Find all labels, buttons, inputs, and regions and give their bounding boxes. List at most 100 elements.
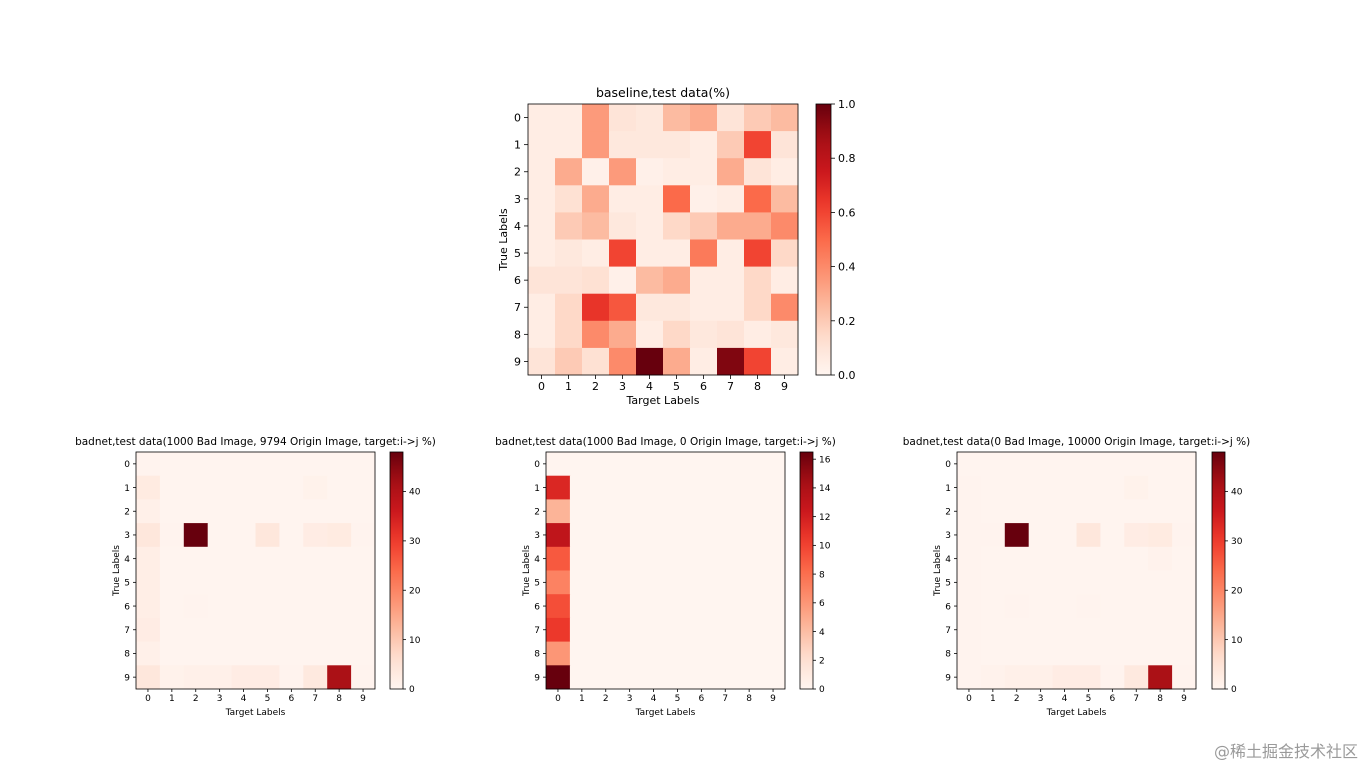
heatmap-cell bbox=[1028, 499, 1053, 524]
heatmap-cell bbox=[327, 665, 352, 690]
heatmap-cell bbox=[136, 523, 161, 548]
heatmap-cell bbox=[665, 523, 690, 548]
heatmap-cell bbox=[663, 266, 691, 295]
heatmap-cell bbox=[665, 570, 690, 595]
heatmap-cell bbox=[713, 594, 738, 619]
heatmap-cell bbox=[1028, 546, 1053, 571]
heatmap-cell bbox=[1004, 546, 1030, 571]
chart-title: baseline,test data(%) bbox=[596, 85, 730, 100]
heatmap-cell bbox=[528, 131, 556, 159]
colorbar bbox=[389, 451, 404, 690]
heatmap-cell bbox=[1076, 546, 1101, 571]
heatmap-cell bbox=[980, 641, 1006, 666]
heatmap-cell bbox=[528, 347, 556, 376]
x-tick-label: 5 bbox=[673, 380, 680, 393]
heatmap-cell bbox=[1004, 523, 1030, 548]
heatmap-cell bbox=[1124, 475, 1149, 500]
heatmap-cell bbox=[663, 320, 691, 349]
heatmap-cell bbox=[690, 131, 718, 159]
heatmap-cell bbox=[546, 641, 571, 666]
heatmap-cell bbox=[1052, 617, 1077, 642]
heatmap-cell bbox=[641, 452, 666, 477]
heatmap-cell bbox=[528, 212, 556, 240]
heatmap-cell bbox=[665, 594, 690, 619]
heatmap-cell bbox=[231, 594, 256, 619]
heatmap-cell bbox=[136, 594, 161, 619]
x-tick-label: 3 bbox=[217, 694, 223, 704]
heatmap-cell bbox=[771, 239, 799, 267]
heatmap-cell bbox=[1124, 452, 1149, 477]
heatmap-cell bbox=[957, 452, 982, 477]
x-tick-label: 2 bbox=[592, 380, 599, 393]
heatmap-cell bbox=[327, 499, 352, 524]
x-tick-label: 5 bbox=[265, 694, 271, 704]
heatmap-cell bbox=[737, 594, 762, 619]
heatmap-cell bbox=[957, 617, 982, 642]
heatmap-cell bbox=[1148, 475, 1173, 500]
heatmap-cell bbox=[327, 452, 352, 477]
heatmap-cell bbox=[183, 546, 209, 571]
heatmap-cell bbox=[690, 293, 718, 322]
heatmap-cell bbox=[665, 641, 690, 666]
heatmap-cell bbox=[663, 104, 691, 132]
heatmap-cell bbox=[1172, 475, 1197, 500]
heatmap-cell bbox=[1100, 523, 1125, 548]
plot-frame bbox=[135, 451, 376, 690]
colorbar-tick-label: 10 bbox=[409, 636, 421, 646]
plot-frame bbox=[956, 451, 1197, 690]
heatmap-cell bbox=[617, 665, 642, 690]
heatmap-cell bbox=[303, 475, 328, 500]
y-tick-label: 6 bbox=[124, 602, 130, 612]
x-tick-label: 9 bbox=[1181, 694, 1187, 704]
heatmap-cell bbox=[609, 239, 637, 267]
colorbar-tick-label: 1.0 bbox=[838, 98, 856, 111]
y-tick-label: 8 bbox=[945, 650, 951, 660]
heatmap-cell bbox=[327, 570, 352, 595]
heatmap-cell bbox=[1052, 546, 1077, 571]
x-tick-label: 9 bbox=[770, 694, 776, 704]
heatmap-cell bbox=[713, 523, 738, 548]
x-tick-label: 4 bbox=[646, 380, 653, 393]
heatmap-cell bbox=[136, 546, 161, 571]
heatmap-cell bbox=[303, 641, 328, 666]
x-tick-label: 6 bbox=[288, 694, 294, 704]
heatmap-cell bbox=[183, 665, 209, 690]
heatmap-cell bbox=[980, 594, 1006, 619]
heatmap-2: badnet,test data(1000 Bad Image, 0 Origi… bbox=[495, 436, 836, 718]
heatmap-cell bbox=[569, 523, 595, 548]
y-tick-label: 1 bbox=[124, 484, 130, 494]
heatmap-cell bbox=[1028, 594, 1053, 619]
x-tick-label: 0 bbox=[555, 694, 561, 704]
heatmap-cell bbox=[279, 546, 304, 571]
colorbar-tick-label: 12 bbox=[819, 513, 830, 523]
heatmap-cell bbox=[1100, 499, 1125, 524]
x-tick-label: 1 bbox=[579, 694, 585, 704]
colorbar-tick-label: 4 bbox=[819, 628, 825, 638]
heatmap-cell bbox=[351, 523, 376, 548]
heatmap-cell bbox=[761, 594, 786, 619]
heatmap-cell bbox=[528, 320, 556, 349]
heatmap-cell bbox=[528, 104, 556, 132]
heatmap-cell bbox=[569, 499, 595, 524]
heatmap-cell bbox=[980, 523, 1006, 548]
chart-title: badnet,test data(1000 Bad Image, 0 Origi… bbox=[495, 436, 836, 448]
heatmap-cell bbox=[1052, 594, 1077, 619]
heatmap-cell bbox=[593, 570, 619, 595]
x-tick-label: 9 bbox=[781, 380, 788, 393]
heatmap-cell bbox=[1052, 499, 1077, 524]
heatmap-cell bbox=[957, 665, 982, 690]
heatmap-cell bbox=[255, 594, 280, 619]
heatmap-cell bbox=[1172, 452, 1197, 477]
heatmap-cell bbox=[1100, 641, 1125, 666]
colorbar-tick-label: 0.4 bbox=[838, 261, 856, 274]
heatmap-cell bbox=[546, 523, 571, 548]
heatmap-cell bbox=[665, 499, 690, 524]
heatmap-cell bbox=[737, 452, 762, 477]
heatmap-cell bbox=[255, 570, 280, 595]
heatmap-cell bbox=[569, 452, 595, 477]
heatmap-cell bbox=[546, 570, 571, 595]
heatmap-cell bbox=[1028, 475, 1053, 500]
x-tick-label: 2 bbox=[1014, 694, 1020, 704]
heatmap-cell bbox=[690, 266, 718, 295]
y-tick-label: 5 bbox=[124, 579, 130, 589]
